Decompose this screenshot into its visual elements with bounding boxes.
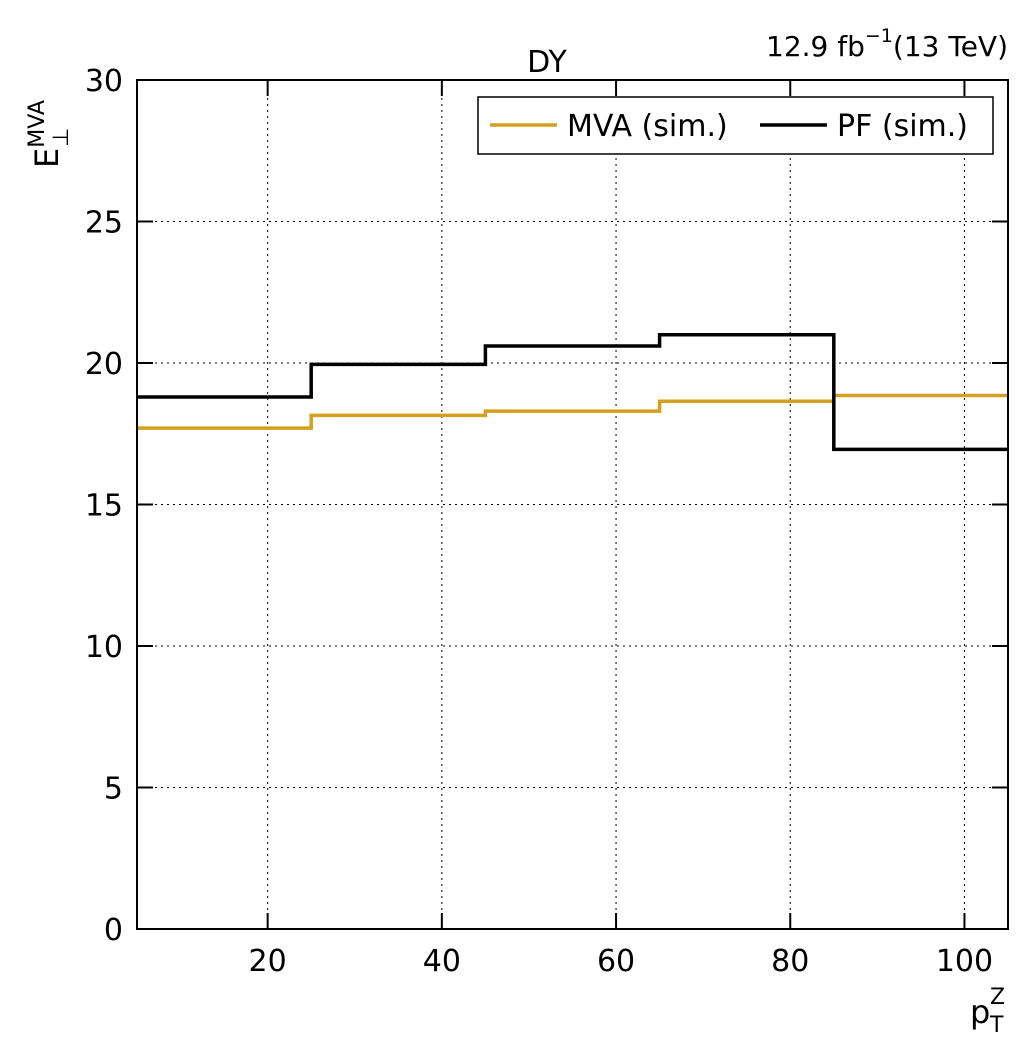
series-layer: [137, 332, 1008, 452]
x-label-base: p: [970, 993, 990, 1031]
y-label-subscript: ⊥: [49, 128, 74, 147]
y-tick-label: 10: [85, 630, 123, 665]
y-tick-label: 20: [85, 347, 123, 382]
y-tick-label: 5: [104, 772, 123, 807]
y-label-base: E: [28, 148, 66, 168]
grid: [137, 80, 1008, 929]
legend-box: [477, 96, 994, 155]
y-tick-label: 0: [104, 913, 123, 948]
legend-label-pf: PF (sim.): [837, 109, 968, 144]
y-tick-label: 30: [85, 64, 123, 99]
series-line-pf: [137, 332, 1008, 452]
lumi-value: 12.9 fb: [766, 30, 865, 63]
x-label-subscript: T: [989, 1013, 1004, 1038]
x-tick-label: 100: [936, 944, 993, 979]
energy-label: (13 TeV): [893, 30, 1008, 63]
lumi-label: 12.9 fb−1(13 TeV): [766, 25, 1008, 63]
x-axis-label: p Z T: [970, 985, 1005, 1038]
x-tick-label: 20: [249, 944, 287, 979]
x-label-superscript: Z: [990, 985, 1005, 1010]
chart-title: DY: [527, 45, 567, 80]
y-tick-label: 25: [85, 206, 123, 241]
lumi-exponent: −1: [865, 25, 893, 47]
legend: MVA (sim.) PF (sim.): [477, 96, 994, 155]
svg-text:p: p: [970, 993, 990, 1031]
y-axis-label: EMVA ⊥: [25, 100, 74, 168]
y-tick-label: 15: [85, 489, 123, 524]
x-tick-label: 40: [423, 944, 461, 979]
legend-label-mva: MVA (sim.): [567, 109, 728, 144]
svg-text:EMVA: EMVA: [25, 100, 66, 168]
axis-ticks: 20 40 60 80 100 0 5 10 15 20 25 30: [85, 64, 1008, 979]
x-tick-label: 60: [597, 944, 635, 979]
x-tick-label: 80: [771, 944, 809, 979]
y-label-superscript: MVA: [25, 100, 50, 148]
